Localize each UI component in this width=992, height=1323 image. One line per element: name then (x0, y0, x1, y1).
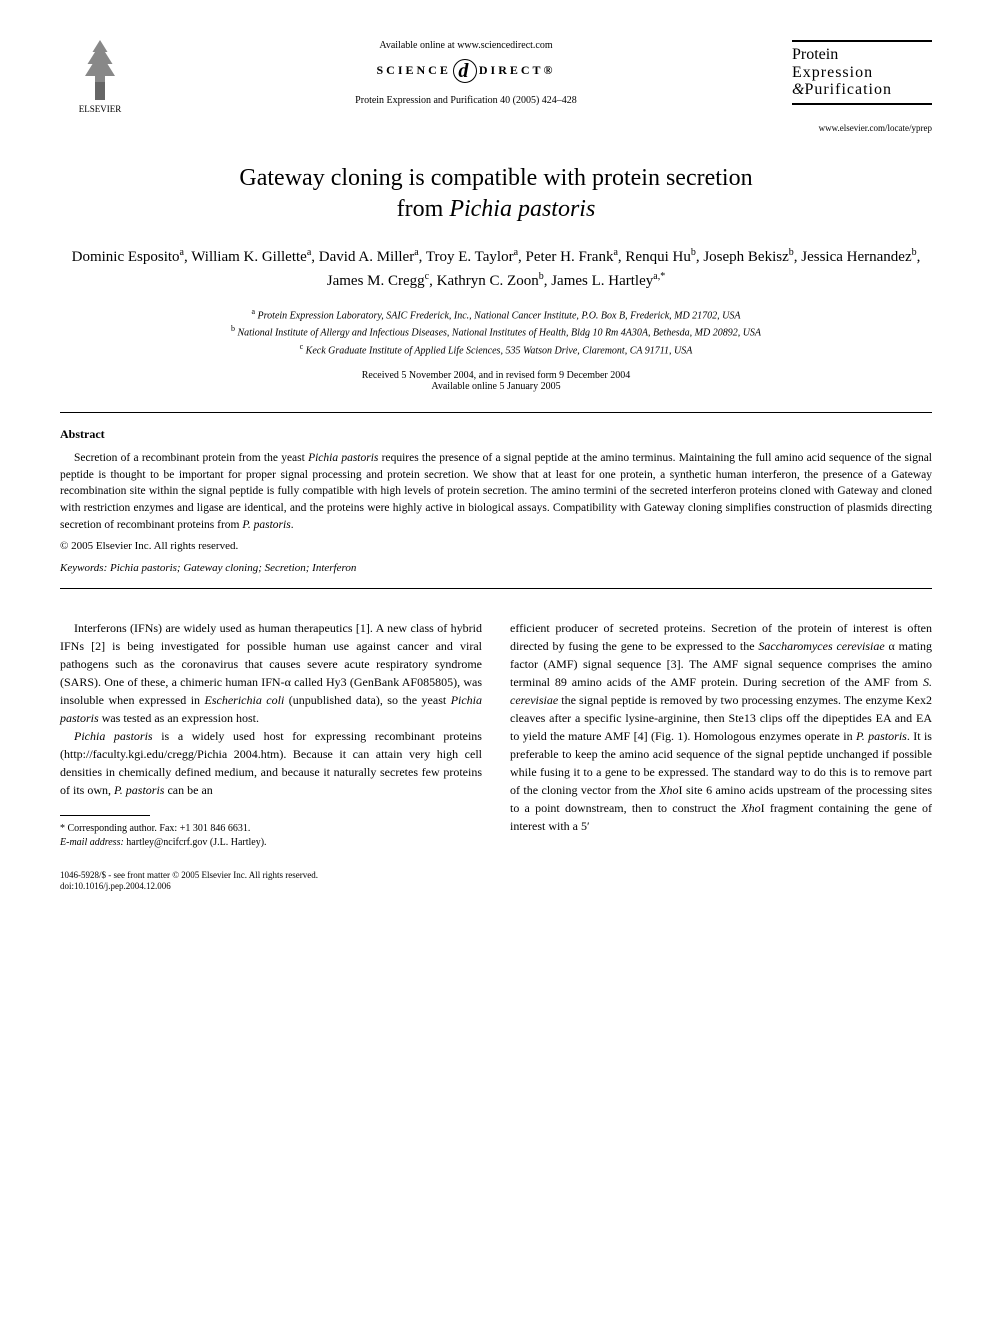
received-date: Received 5 November 2004, and in revised… (60, 370, 932, 381)
header-center: Available online at www.sciencedirect.co… (140, 40, 792, 106)
affiliation-a: a Protein Expression Laboratory, SAIC Fr… (60, 306, 932, 323)
journal-logo: Protein Expression &Purification www.els… (792, 40, 932, 133)
body-col1-p1: Interferons (IFNs) are widely used as hu… (60, 619, 482, 727)
corresponding-author: * Corresponding author. Fax: +1 301 846 … (60, 822, 482, 836)
affiliation-c: c Keck Graduate Institute of Applied Lif… (60, 341, 932, 358)
title-line2-italic: Pichia pastoris (449, 196, 595, 222)
journal-url: www.elsevier.com/locate/yprep (792, 123, 932, 133)
abstract-copyright: © 2005 Elsevier Inc. All rights reserved… (60, 540, 932, 552)
footer: 1046-5928/$ - see front matter © 2005 El… (60, 870, 932, 893)
keywords: Keywords: Pichia pastoris; Gateway cloni… (60, 562, 932, 574)
affiliation-b: b National Institute of Allergy and Infe… (60, 323, 932, 340)
email-label: E-mail address: (60, 837, 124, 848)
authors: Dominic Espositoa, William K. Gillettea,… (60, 245, 932, 292)
corresponding-author-text: Corresponding author. Fax: +1 301 846 66… (68, 823, 251, 834)
sd-right: DIRECT® (479, 63, 556, 77)
column-right: efficient producer of secreted proteins.… (510, 619, 932, 850)
rule-above-abstract (60, 412, 932, 413)
keywords-text: Pichia pastoris; Gateway cloning; Secret… (107, 562, 356, 574)
title-line1: Gateway cloning is compatible with prote… (239, 165, 752, 191)
footnotes: * Corresponding author. Fax: +1 301 846 … (60, 822, 482, 850)
article-title: Gateway cloning is compatible with prote… (60, 163, 932, 225)
citation-text: Protein Expression and Purification 40 (… (160, 95, 772, 106)
footer-line1: 1046-5928/$ - see front matter © 2005 El… (60, 870, 932, 882)
title-line2-pre: from (397, 196, 450, 222)
keywords-label: Keywords: (60, 562, 107, 574)
abstract-heading: Abstract (60, 427, 932, 442)
dates: Received 5 November 2004, and in revised… (60, 370, 932, 392)
header-row: ELSEVIER Available online at www.science… (60, 40, 932, 133)
publisher-name: ELSEVIER (60, 104, 140, 114)
publisher-logo: ELSEVIER (60, 40, 140, 114)
sd-at-icon: d (453, 59, 477, 83)
science-direct-logo: SCIENCEdDIRECT® (160, 59, 772, 83)
body-col1-p2: Pichia pastoris is a widely used host fo… (60, 727, 482, 799)
rule-below-keywords (60, 588, 932, 589)
affiliation-c-text: Keck Graduate Institute of Applied Life … (306, 345, 693, 356)
email-footnote: E-mail address: hartley@ncifcrf.gov (J.L… (60, 836, 482, 850)
elsevier-tree-icon (75, 40, 125, 100)
journal-line1: Protein (792, 46, 838, 63)
affiliation-a-text: Protein Expression Laboratory, SAIC Fred… (258, 310, 741, 321)
sd-left: SCIENCE (377, 63, 451, 77)
available-online-text: Available online at www.sciencedirect.co… (160, 40, 772, 51)
journal-name: Protein Expression &Purification (792, 40, 932, 105)
affiliations: a Protein Expression Laboratory, SAIC Fr… (60, 306, 932, 358)
affiliation-b-text: National Institute of Allergy and Infect… (237, 328, 761, 339)
column-left: Interferons (IFNs) are widely used as hu… (60, 619, 482, 850)
email-address: hartley@ncifcrf.gov (J.L. Hartley). (124, 837, 267, 848)
journal-amp: & (792, 81, 804, 98)
footnote-rule (60, 815, 150, 816)
body-columns: Interferons (IFNs) are widely used as hu… (60, 619, 932, 850)
online-date: Available online 5 January 2005 (60, 381, 932, 392)
footer-line2: doi:10.1016/j.pep.2004.12.006 (60, 881, 932, 893)
journal-line3: Purification (804, 81, 892, 98)
body-col2-p1: efficient producer of secreted proteins.… (510, 619, 932, 835)
abstract-text: Secretion of a recombinant protein from … (60, 450, 932, 533)
journal-line2: Expression (792, 64, 873, 81)
